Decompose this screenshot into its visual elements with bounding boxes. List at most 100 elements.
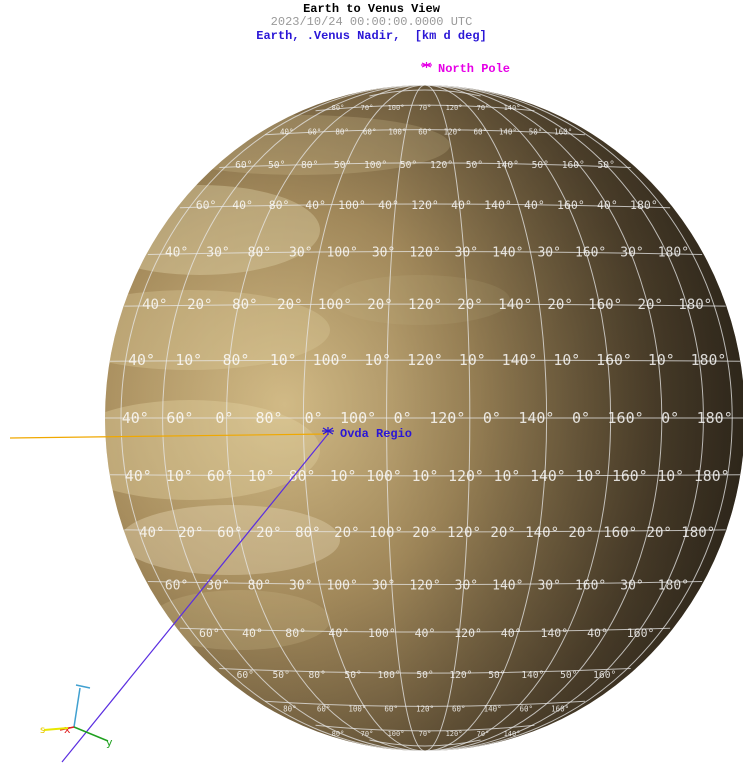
cloud-bands [105, 85, 743, 751]
grid-coordinate-label: 140° [496, 160, 519, 171]
epoch-timestamp: 2023/10/24 00:00:00.0000 UTC [270, 15, 473, 29]
grid-coordinate-label: 80° [248, 246, 271, 261]
grid-coordinate-label: 80° [289, 468, 316, 485]
grid-coordinate-label: 120° [409, 579, 440, 594]
grid-coordinate-label: 50° [416, 670, 433, 681]
grid-coordinate-label: 80° [232, 297, 257, 313]
grid-coordinate-label: 100° [340, 409, 376, 427]
grid-coordinate-label: 40° [142, 297, 167, 313]
ovda-regio-marker[interactable]: Ovda Regio [322, 427, 412, 441]
grid-coordinate-label: 140° [540, 626, 568, 640]
grid-coordinate-label: 10° [657, 468, 684, 485]
grid-coordinate-label: 60° [207, 468, 234, 485]
grid-coordinate-label: 30° [620, 579, 643, 594]
grid-coordinate-label: 100° [366, 468, 402, 485]
longitude-line [424, 85, 663, 751]
grid-coordinate-label: 50° [400, 160, 417, 171]
axis-z-line [73, 687, 81, 728]
grid-coordinate-label: 100° [327, 246, 358, 261]
axis-x-label: x [64, 723, 71, 736]
grid-coordinate-label: 160° [575, 246, 606, 261]
longitude-line [302, 85, 426, 751]
grid-coordinate-label: 60° [474, 128, 488, 137]
grid-coordinate-label: 100° [378, 670, 401, 681]
grid-coordinate-label: 60° [308, 128, 322, 137]
grid-coordinate-label: 80° [283, 704, 297, 713]
grid-coordinate-label: 120° [446, 730, 463, 738]
grid-coordinate-label: 10° [270, 352, 297, 369]
grid-coordinate-label: 50° [529, 128, 543, 137]
grid-coordinate-label: 30° [537, 246, 560, 261]
grid-coordinate-label: 20° [367, 297, 392, 313]
grid-coordinate-label: 60° [520, 704, 534, 713]
grid-coordinate-label: 140° [484, 198, 512, 212]
grid-coordinate-label: 80° [255, 409, 282, 427]
grid-coordinate-label: 30° [289, 246, 312, 261]
grid-coordinate-label: 120° [444, 128, 462, 137]
grid-coordinate-label: 80° [285, 626, 306, 640]
grid-coordinate-label: 70° [477, 730, 490, 738]
grid-coordinate-label: 40° [415, 626, 436, 640]
axis-y-label: y [106, 736, 113, 749]
axis-z-tick [75, 684, 91, 689]
grid-coordinate-label: 160° [627, 626, 655, 640]
grid-coordinate-label: 120° [448, 468, 484, 485]
grid-coordinate-label: 100° [388, 128, 406, 137]
grid-coordinate-label: 40° [501, 626, 522, 640]
grid-coordinate-label: 100° [369, 525, 403, 541]
grid-coordinate-label: 30° [620, 246, 643, 261]
grid-coordinate-label: 20° [256, 525, 281, 541]
grid-coordinate-label: 20° [490, 525, 515, 541]
grid-coordinate-label: 40° [587, 626, 608, 640]
grid-coordinate-label: 60° [199, 626, 220, 640]
grid-coordinate-label: 160° [593, 670, 616, 681]
grid-coordinate-label: 60° [317, 704, 331, 713]
ovda-regio-label: Ovda Regio [340, 427, 412, 441]
grid-coordinate-label: 70° [361, 104, 374, 112]
axis-y-line [73, 726, 109, 742]
grid-coordinate-label: 30° [372, 246, 395, 261]
north-pole-icon [421, 62, 432, 68]
grid-coordinate-label: 10° [494, 468, 521, 485]
grid-coordinate-label: 180° [681, 525, 715, 541]
latitude-line [264, 700, 586, 707]
grid-coordinate-label: 20° [547, 297, 572, 313]
grid-coordinate-label: 160° [612, 468, 648, 485]
grid-coordinate-label: 40° [165, 246, 188, 261]
longitude-line [424, 85, 704, 751]
latitude-line [147, 251, 703, 255]
grid-coordinate-label: 160° [608, 409, 644, 427]
longitude-line [424, 85, 548, 751]
grid-coordinate-label: 140° [530, 468, 566, 485]
grid-coordinate-label: 60° [217, 525, 242, 541]
grid-coordinate-label: 20° [277, 297, 302, 313]
longitude-line [424, 85, 612, 751]
grid-coordinate-label: 80° [335, 128, 349, 137]
grid-coordinate-label: 0° [394, 409, 412, 427]
grid-coordinate-label: 80° [248, 579, 271, 594]
grid-coordinate-label: 70° [419, 104, 432, 112]
grid-coordinate-label: 30° [372, 579, 395, 594]
grid-coordinate-label: 80° [332, 104, 345, 112]
grid-coordinate-label: 40° [139, 525, 164, 541]
grid-coordinate-label: 40° [242, 626, 263, 640]
grid-coordinate-label: 10° [175, 352, 202, 369]
grid-coordinate-label: 80° [295, 525, 320, 541]
grid-coordinate-label: 40° [597, 198, 618, 212]
grid-coordinate-label: 120° [430, 160, 453, 171]
grid-coordinate-label: 50° [466, 160, 483, 171]
view-title: Earth to Venus View [303, 2, 440, 16]
north-pole-marker[interactable]: North Pole [421, 62, 510, 76]
grid-coordinate-label: 40° [524, 198, 545, 212]
grid-coordinate-label: 30° [537, 579, 560, 594]
latitude-line [124, 529, 726, 533]
grid-coordinate-label: 10° [412, 468, 439, 485]
longitude-line [120, 85, 426, 751]
grid-coordinate-label: 120° [446, 104, 463, 112]
grid-coordinate-label: 60° [384, 704, 398, 713]
grid-coordinate-label: 20° [637, 297, 662, 313]
grid-coordinate-label: 160° [557, 198, 585, 212]
grid-coordinate-label: 0° [572, 409, 590, 427]
grid-coordinate-label: 20° [646, 525, 671, 541]
